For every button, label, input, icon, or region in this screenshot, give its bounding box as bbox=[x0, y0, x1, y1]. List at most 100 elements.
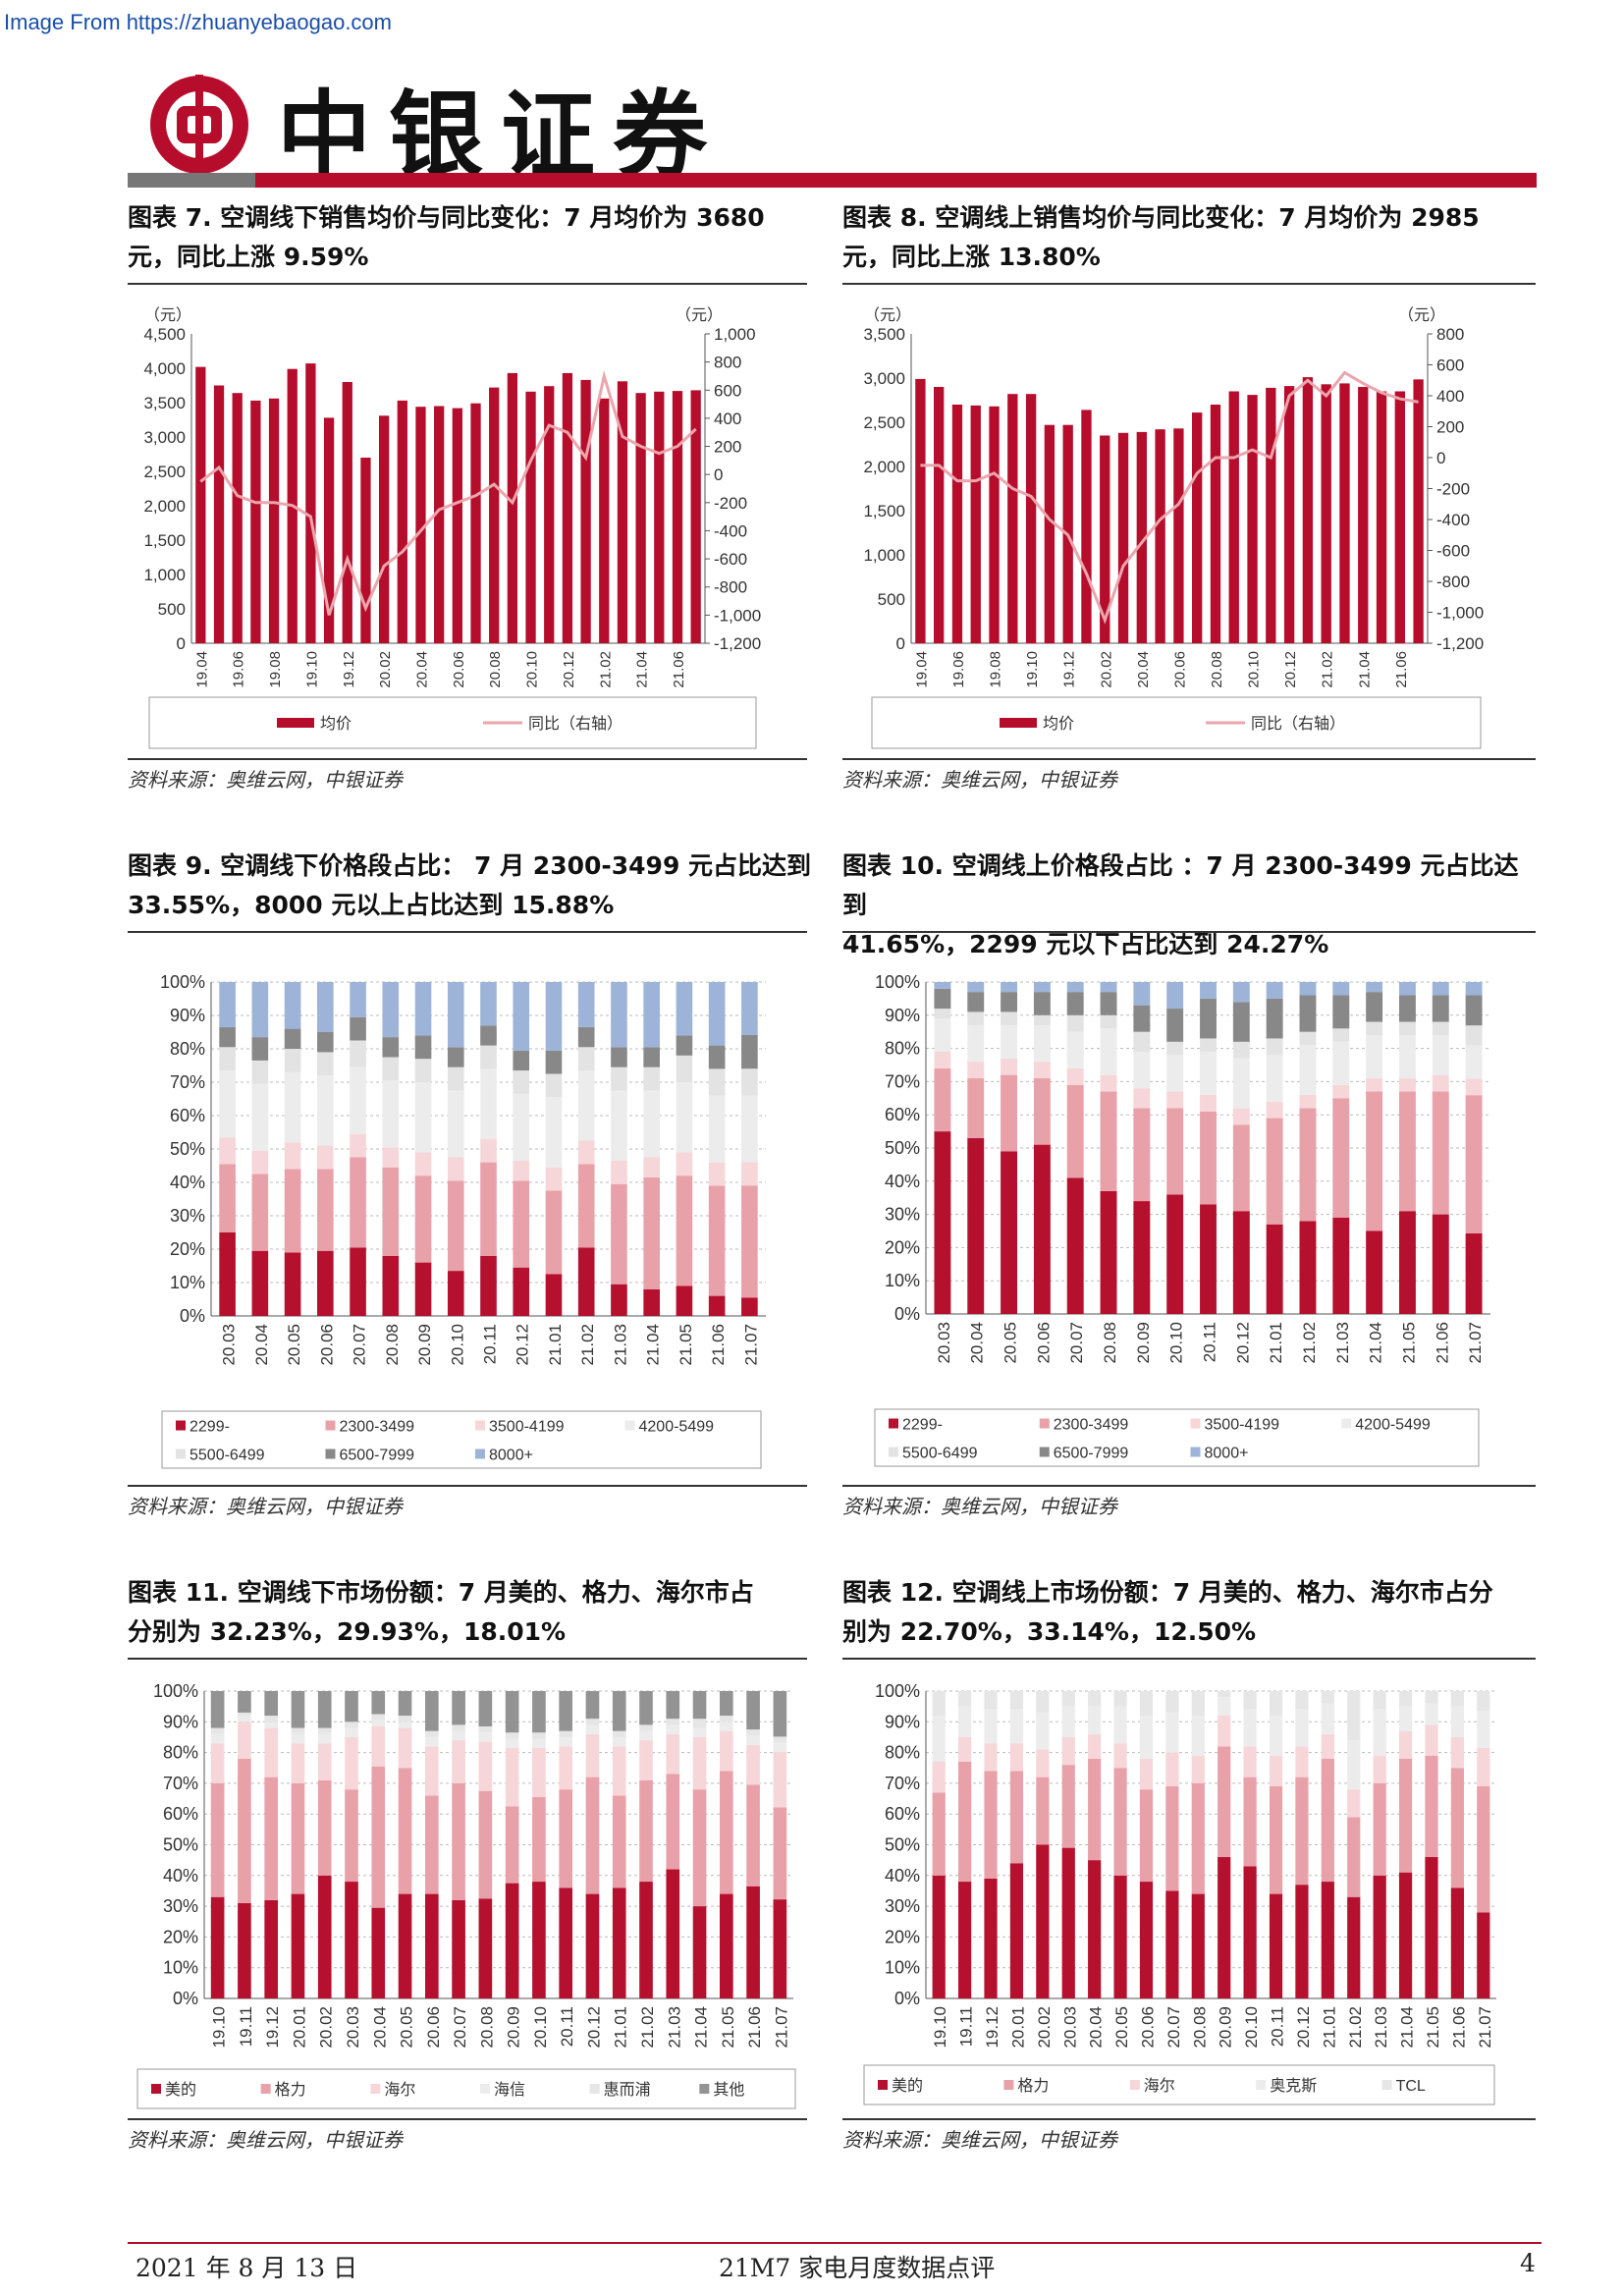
bar-segment bbox=[425, 1691, 439, 1731]
bar-segment bbox=[1425, 1691, 1438, 1704]
bar-segment bbox=[1061, 1736, 1075, 1766]
bar-avg-price bbox=[397, 400, 407, 643]
bar-segment bbox=[284, 1071, 301, 1143]
bar-segment bbox=[1299, 1094, 1317, 1109]
bar-segment bbox=[1001, 982, 1018, 993]
y-tick-label: 20% bbox=[170, 1239, 205, 1259]
bar-segment bbox=[478, 1691, 493, 1726]
bar-segment bbox=[676, 1152, 693, 1176]
legend-label: 2300-3499 bbox=[340, 1419, 415, 1436]
x-tick-label: 21.05 bbox=[1424, 2006, 1442, 2049]
bar-segment bbox=[1009, 1691, 1024, 1710]
bar-segment bbox=[1088, 1706, 1102, 1734]
y2-tick-label: -1,200 bbox=[714, 634, 761, 653]
bar-segment bbox=[1269, 1716, 1283, 1756]
bar-segment bbox=[1033, 1024, 1051, 1063]
bar-segment bbox=[984, 1743, 998, 1772]
x-tick-label: 20.08 bbox=[383, 1324, 402, 1366]
chart7-offline-price-chart: （元） （元） 0 500 1,000 1,500 2,000 2,500 3,000 3,500… bbox=[143, 306, 761, 749]
bar-avg-price bbox=[562, 372, 573, 643]
bar-segment bbox=[447, 1157, 464, 1181]
bar-segment bbox=[611, 1284, 627, 1316]
bar-avg-price bbox=[1044, 424, 1056, 643]
x-tick-label: 21.07 bbox=[741, 1324, 760, 1366]
bar-segment bbox=[1113, 1743, 1127, 1769]
bar-segment bbox=[1299, 1108, 1317, 1222]
y-tick-label: 3,500 bbox=[143, 394, 186, 412]
bar-segment bbox=[577, 1070, 595, 1141]
bar-segment bbox=[1166, 1041, 1184, 1056]
x-tick-label: 20.10 bbox=[531, 2006, 550, 2049]
y-tick-label: 60% bbox=[885, 1105, 920, 1124]
x-tick-label: 21.02 bbox=[1320, 651, 1336, 688]
y-tick-label: 1,500 bbox=[143, 531, 186, 550]
bar-segment bbox=[452, 1691, 465, 1725]
bar-segment bbox=[1088, 1733, 1102, 1759]
bar-segment bbox=[1465, 1095, 1483, 1233]
x-tick-label: 19.12 bbox=[1061, 651, 1078, 688]
bar-segment bbox=[708, 982, 726, 1046]
legend-label: 3500-4199 bbox=[489, 1419, 565, 1436]
bar-segment bbox=[219, 1164, 236, 1232]
bar-segment bbox=[1036, 1749, 1050, 1777]
bar-segment bbox=[545, 1050, 563, 1074]
source-url[interactable]: Image From https://zhuanyebaogao.com bbox=[4, 10, 392, 34]
bar-segment bbox=[398, 1768, 412, 1894]
bar-segment bbox=[238, 1716, 251, 1722]
x-tick-label: 20.08 bbox=[477, 2006, 496, 2049]
legend-label: 6500-7999 bbox=[340, 1448, 415, 1464]
bar-segment bbox=[1398, 1035, 1416, 1079]
chart10-caption: 图表 10. 空调线上价格段占比 ：7 月 2300-3499 元占比达到 41… bbox=[842, 847, 1540, 964]
bar-avg-price bbox=[1192, 412, 1203, 643]
bar-segment bbox=[932, 1792, 946, 1876]
bar-segment bbox=[513, 1160, 530, 1181]
bar-segment bbox=[577, 982, 595, 1027]
bar-segment bbox=[317, 1250, 334, 1316]
bar-segment bbox=[371, 1766, 386, 1908]
bar-segment bbox=[708, 1162, 726, 1186]
y2-tick-label: -1,000 bbox=[1436, 604, 1484, 623]
bar-segment bbox=[1332, 1028, 1350, 1042]
bar-avg-price bbox=[599, 398, 610, 643]
bar-segment bbox=[1191, 1691, 1205, 1717]
y-tick-label: 30% bbox=[885, 1205, 920, 1225]
x-tick-label: 21.04 bbox=[692, 2006, 711, 2049]
bar-segment bbox=[238, 1722, 251, 1759]
bar-segment bbox=[251, 1174, 269, 1251]
bar-segment bbox=[398, 1727, 412, 1769]
legend-swatch bbox=[325, 1449, 336, 1459]
bar-segment bbox=[291, 1691, 305, 1728]
bar-segment bbox=[967, 1024, 985, 1063]
bar-segment bbox=[1398, 995, 1416, 1022]
bar-segment bbox=[585, 1691, 600, 1720]
x-tick-label: 20.09 bbox=[1134, 1322, 1153, 1364]
y-tick-label: 50% bbox=[163, 1835, 198, 1855]
legend-label: 海尔 bbox=[384, 2081, 415, 2099]
bar-segment bbox=[746, 1744, 760, 1785]
bar-avg-price bbox=[1302, 377, 1314, 643]
bar-segment bbox=[1139, 1789, 1154, 1883]
bar-segment bbox=[559, 1691, 572, 1731]
bar-segment bbox=[447, 1066, 464, 1091]
bar-segment bbox=[1373, 1782, 1386, 1876]
x-tick-label: 20.06 bbox=[424, 2006, 443, 2049]
bar-segment bbox=[345, 1691, 358, 1722]
chart8-online-price-chart: （元） （元） 0 500 1,000 1,500 2,000 2,500 3,000 3,500… bbox=[863, 306, 1484, 749]
legend-label: 海信 bbox=[494, 2081, 525, 2099]
bar-segment bbox=[1200, 982, 1217, 999]
bar-segment bbox=[284, 1142, 301, 1170]
x-tick-label: 20.06 bbox=[1138, 2006, 1157, 2049]
y2-tick-label: -600 bbox=[714, 550, 747, 569]
chart7-source: 资料来源：奥维云网，中银证券 bbox=[128, 768, 403, 792]
bar-segment bbox=[1133, 982, 1151, 1006]
bar-segment bbox=[1398, 982, 1416, 996]
bar-segment bbox=[1191, 1755, 1205, 1783]
bar-segment bbox=[612, 1691, 626, 1731]
bar-avg-price bbox=[1358, 387, 1369, 643]
y-tick-label: 80% bbox=[885, 1039, 920, 1059]
bar-segment bbox=[1295, 1746, 1309, 1777]
chart12-bottom-rule bbox=[842, 2118, 1536, 2120]
chart7-caption-line2: 元，同比上涨 9.59% bbox=[128, 243, 369, 271]
line-yoy-series bbox=[199, 370, 697, 616]
chart9-bottom-rule bbox=[128, 1485, 807, 1487]
